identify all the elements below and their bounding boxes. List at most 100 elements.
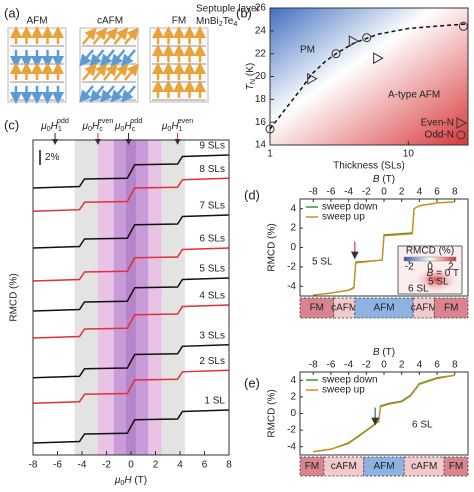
x-tick-label: -8 <box>309 360 318 371</box>
spin-arrow <box>121 49 136 67</box>
colorbar-tick-label: 2 <box>448 262 454 273</box>
phase-label: AFM <box>373 461 394 472</box>
colorbar <box>403 256 457 262</box>
legend-label: sweep down <box>322 375 378 386</box>
y-tick-label: 24 <box>255 25 267 36</box>
text-part: μ <box>114 121 121 132</box>
spin-arrow <box>124 27 139 45</box>
curve-label: 8 SLs <box>199 164 225 175</box>
legend-label: sweep up <box>322 385 365 396</box>
layer <box>10 45 64 47</box>
rmcd-curve <box>32 277 230 312</box>
text-part: Te <box>223 16 234 27</box>
x-tick-label: -4 <box>78 460 87 471</box>
text-part: 1 <box>179 124 183 133</box>
layer <box>10 81 64 83</box>
x-tick-label: -4 <box>344 187 353 198</box>
marker-circle <box>265 124 275 134</box>
layer <box>152 81 206 83</box>
layer <box>10 99 64 101</box>
x-tick-label: 4 <box>417 187 423 198</box>
x-axis-label: Thickness (SLs) <box>333 161 405 172</box>
text-part: 2 <box>219 19 223 28</box>
spin-arrow <box>103 27 118 45</box>
phase-label: cAFM <box>411 461 437 472</box>
y-tick-label: -2 <box>287 425 296 436</box>
plot-frame <box>299 198 469 297</box>
layer <box>82 81 136 83</box>
x-tick-label: 8 <box>452 187 458 198</box>
y-tick-label: -2 <box>287 262 296 273</box>
phase-label: FM <box>444 303 458 314</box>
text-part: = 0 T <box>433 268 459 279</box>
inset-blob <box>414 267 458 293</box>
x-tick-label: 0 <box>381 187 387 198</box>
spin-arrow <box>92 63 108 81</box>
x-tick-label: -6 <box>326 360 335 371</box>
sample-label: 5 SL <box>312 257 333 268</box>
x-tick-label: 6 <box>202 460 208 471</box>
phase-region <box>363 456 405 477</box>
panel-label: (b) <box>236 5 252 20</box>
y-tick-label: 4 <box>290 375 296 386</box>
text-part: 4 <box>233 19 237 28</box>
rmcd-curve <box>32 344 230 379</box>
y-tick-label: 2 <box>290 392 296 403</box>
marker-circle <box>331 49 341 59</box>
x-tick-label: 4 <box>177 460 183 471</box>
y-tick-label: 22 <box>255 48 267 59</box>
y-tick-label: 2 <box>290 223 296 234</box>
text-part: μ <box>161 121 168 132</box>
plot-frame <box>299 371 469 456</box>
rmcd-curve <box>32 304 230 339</box>
phase-label: cAFM <box>411 303 437 314</box>
marker-circle <box>458 21 468 31</box>
layer <box>82 63 136 65</box>
spin-arrow <box>121 85 136 103</box>
spin-arrow <box>113 63 129 81</box>
text-part: 1 <box>58 124 62 133</box>
text-part: odd <box>57 116 69 125</box>
curve-label: 3 SLs <box>199 330 225 341</box>
y-tick-label: 20 <box>255 71 267 82</box>
text-part: H <box>171 121 179 132</box>
phase-region <box>333 297 356 319</box>
text-part: H <box>51 121 59 132</box>
spin-arrow <box>89 49 105 67</box>
y-axis-label: TN (K) <box>245 63 257 90</box>
text-part: c <box>99 124 103 133</box>
phase-label: cAFM <box>331 461 357 472</box>
layer <box>152 63 206 65</box>
marker-triangle <box>348 35 360 47</box>
phase-label: AFM <box>373 303 394 314</box>
text-part: B <box>373 347 380 358</box>
spin-arrow <box>79 85 94 103</box>
spin-arrow <box>89 85 105 103</box>
text-part: B <box>427 268 434 279</box>
state-label: FM <box>172 16 186 27</box>
text-part: 0 <box>120 124 124 133</box>
x-tick-label: 2 <box>153 460 159 471</box>
plot-background <box>270 8 468 145</box>
x-tick-label: 6 <box>434 360 440 371</box>
text-part: (T) <box>380 174 396 185</box>
curve-label: 1 SL <box>204 396 225 407</box>
state-label: AFM <box>26 16 47 27</box>
phase-label: FM <box>449 461 463 472</box>
plot-background <box>300 372 468 455</box>
rmcd-curve <box>32 369 230 405</box>
text-part: even <box>178 116 194 125</box>
text-part: H <box>92 121 100 132</box>
curve-label: 7 SLs <box>199 201 225 212</box>
x-tick-label: -8 <box>309 187 318 198</box>
curve-label: 6 SLs <box>199 234 225 245</box>
x-tick-label: 1 <box>267 149 273 160</box>
phase-region <box>299 297 335 319</box>
panel-label: (a) <box>4 5 20 20</box>
text-part: μ <box>40 121 47 132</box>
marker-triangle <box>373 52 384 65</box>
field-label: μ0Hcodd <box>114 116 142 133</box>
y-axis-label: RMCD (%) <box>9 273 20 321</box>
phase-label: FM <box>305 461 319 472</box>
rmcd-curve <box>32 409 230 444</box>
